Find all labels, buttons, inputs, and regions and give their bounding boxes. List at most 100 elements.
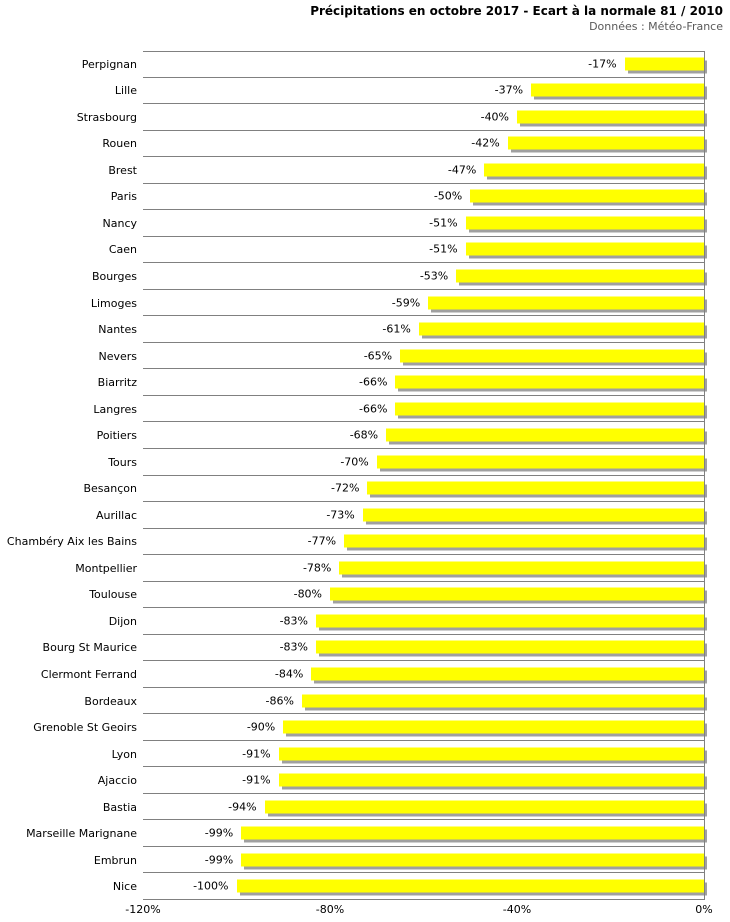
value-label: -42% [471, 136, 500, 150]
chart-row: Nantes -61% [0, 316, 704, 343]
bar [418, 322, 704, 336]
value-label: -66% [359, 402, 388, 416]
bar [395, 375, 704, 389]
bar [470, 189, 704, 203]
bar-area: -90% [143, 714, 704, 741]
bar [507, 136, 704, 150]
bar [283, 720, 704, 734]
category-label: Nancy [102, 216, 138, 230]
chart-row: Ajaccio -91% [0, 767, 704, 794]
bar-area: -65% [143, 343, 704, 370]
value-label: -99% [204, 853, 234, 867]
bar-area: -91% [143, 767, 704, 794]
bar [367, 481, 704, 495]
bar-area: -80% [143, 582, 704, 609]
value-label: -47% [447, 163, 477, 177]
value-label: -91% [242, 747, 271, 761]
category-label: Besançon [83, 482, 137, 496]
bar-area: -99% [143, 847, 704, 874]
chart-header: Précipitations en octobre 2017 - Ecart à… [310, 4, 723, 33]
chart-row: Besançon -72% [0, 476, 704, 503]
value-label: -80% [293, 587, 323, 601]
category-label: Bourges [91, 270, 137, 284]
category-label: Ajaccio [97, 774, 137, 788]
value-label: -40% [480, 110, 510, 124]
chart-row: Montpellier -78% [0, 555, 704, 582]
value-label: -77% [307, 534, 337, 548]
value-label: -83% [279, 614, 308, 628]
chart-row: Lille -37% [0, 78, 704, 105]
chart-row: Poitiers -68% [0, 422, 704, 449]
category-label: Rouen [102, 137, 137, 151]
bar [241, 853, 704, 867]
value-label: -66% [359, 375, 388, 389]
bar-area: -17% [143, 51, 704, 78]
category-label: Clermont Ferrand [40, 667, 137, 681]
bar [484, 163, 704, 177]
bar-area: -40% [143, 104, 704, 131]
category-label: Chambéry Aix les Bains [6, 535, 137, 549]
bar-area: -61% [143, 316, 704, 343]
value-label: -50% [433, 189, 463, 203]
chart-row: Chambéry Aix les Bains -77% [0, 529, 704, 556]
bar-area: -94% [143, 794, 704, 821]
chart-title: Précipitations en octobre 2017 - Ecart à… [310, 4, 723, 18]
bar [386, 428, 704, 442]
category-label: Nantes [98, 323, 137, 337]
category-label: Aurillac [96, 508, 137, 522]
bar-area: -72% [143, 476, 704, 503]
chart-row: Bastia -94% [0, 794, 704, 821]
bar [339, 561, 704, 575]
value-label: -72% [330, 481, 360, 495]
category-label: Grenoble St Geoirs [33, 721, 137, 735]
value-label: -99% [204, 826, 234, 840]
bar [376, 455, 704, 469]
category-label: Bordeaux [84, 694, 137, 708]
chart-row: Langres -66% [0, 396, 704, 423]
chart-rows: Perpignan -17% Lille -37% Strasbourg -40% Roue… [0, 51, 704, 900]
bar-area: -51% [143, 210, 704, 237]
chart-row: Nice -100% [0, 873, 704, 900]
value-label: -73% [326, 508, 355, 522]
bar-area: -37% [143, 78, 704, 105]
chart-row: Paris -50% [0, 184, 704, 211]
bar-area: -100% [143, 873, 704, 900]
bar-area: -70% [143, 449, 704, 476]
category-label: Lyon [111, 747, 137, 761]
category-label: Bastia [102, 800, 137, 814]
bar-area: -66% [143, 396, 704, 423]
chart-row: Strasbourg -40% [0, 104, 704, 131]
chart-row: Grenoble St Geoirs -90% [0, 714, 704, 741]
bar [278, 773, 704, 787]
bar-area: -83% [143, 608, 704, 635]
bar-area: -50% [143, 184, 704, 211]
value-label: -51% [429, 216, 458, 230]
chart-row: Limoges -59% [0, 290, 704, 317]
bar [311, 667, 704, 681]
category-label: Paris [110, 190, 137, 204]
x-axis-tick-label: -80% [315, 903, 345, 916]
chart-row: Marseille Marignane -99% [0, 820, 704, 847]
chart-subtitle: Données : Météo-France [589, 20, 723, 33]
category-label: Poitiers [96, 429, 137, 443]
category-label: Marseille Marignane [26, 827, 137, 841]
value-label: -78% [302, 561, 332, 575]
x-axis-tick-label: -120% [125, 903, 161, 916]
value-label: -51% [429, 242, 458, 256]
bar [315, 640, 704, 654]
value-label: -84% [274, 667, 304, 681]
chart-row: Embrun -99% [0, 847, 704, 874]
value-label: -65% [363, 349, 393, 363]
category-label: Biarritz [97, 376, 137, 390]
category-label: Brest [108, 163, 137, 177]
bar [236, 879, 704, 893]
bar-area: -66% [143, 369, 704, 396]
chart-row: Bordeaux -86% [0, 688, 704, 715]
bar-area: -59% [143, 290, 704, 317]
category-label: Toulouse [89, 588, 137, 602]
bar-area: -47% [143, 157, 704, 184]
chart-row: Bourges -53% [0, 263, 704, 290]
bar [344, 534, 704, 548]
chart-row: Perpignan -17% [0, 51, 704, 78]
